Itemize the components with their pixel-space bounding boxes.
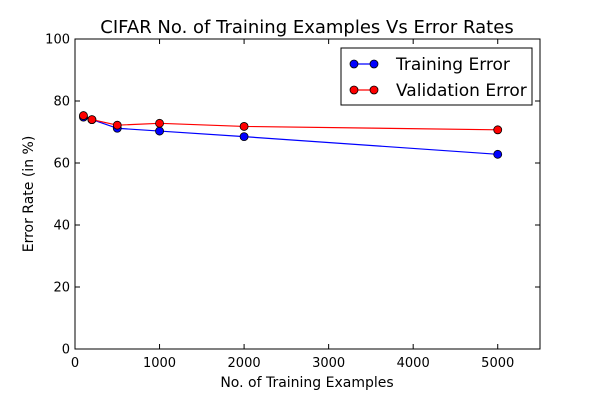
legend-label-2: Validation Error bbox=[396, 81, 527, 101]
chart-title: CIFAR No. of Training Examples Vs Error … bbox=[100, 17, 513, 38]
y-tick-label: 100 bbox=[45, 33, 70, 48]
x-axis-label: No. of Training Examples bbox=[220, 375, 393, 391]
legend-label-1: Training Error bbox=[395, 55, 510, 75]
y-tick-label: 0 bbox=[62, 343, 70, 358]
series-2-point bbox=[79, 111, 88, 120]
x-tick-label: 3000 bbox=[312, 356, 345, 371]
x-tick-label: 2000 bbox=[228, 356, 261, 371]
y-tick-label: 20 bbox=[53, 281, 70, 296]
plot-area: 0 1000 2000 3000 4000 5000 0 20 40 60 80 100 Trainin… bbox=[45, 33, 541, 371]
x-tick-label: 1000 bbox=[143, 356, 176, 371]
x-tick-label: 4000 bbox=[397, 356, 430, 371]
y-tick-label: 40 bbox=[53, 219, 70, 234]
legend-marker-1 bbox=[349, 59, 359, 69]
y-tick-label: 60 bbox=[53, 157, 70, 172]
series-line-2 bbox=[83, 115, 498, 131]
series-2-point bbox=[112, 120, 122, 130]
legend-marker-2 bbox=[349, 85, 359, 95]
series-1-point bbox=[155, 126, 164, 136]
series-2-point bbox=[155, 118, 164, 128]
series-2-point bbox=[239, 122, 249, 131]
series-2-point bbox=[87, 115, 97, 124]
legend-box bbox=[340, 47, 533, 106]
series-2-point bbox=[493, 125, 503, 135]
x-tick-label: 5000 bbox=[481, 356, 514, 371]
y-tick-label: 80 bbox=[53, 95, 70, 110]
series-line-1 bbox=[83, 116, 498, 155]
legend-marker-1 bbox=[369, 59, 379, 69]
y-axis-label: Error Rate (in %) bbox=[21, 136, 37, 253]
x-tick-label: 0 bbox=[71, 356, 79, 371]
series-1-point bbox=[493, 149, 503, 159]
plot-frame bbox=[74, 38, 541, 350]
legend-marker-2 bbox=[369, 85, 379, 95]
series-1-point bbox=[239, 132, 249, 142]
